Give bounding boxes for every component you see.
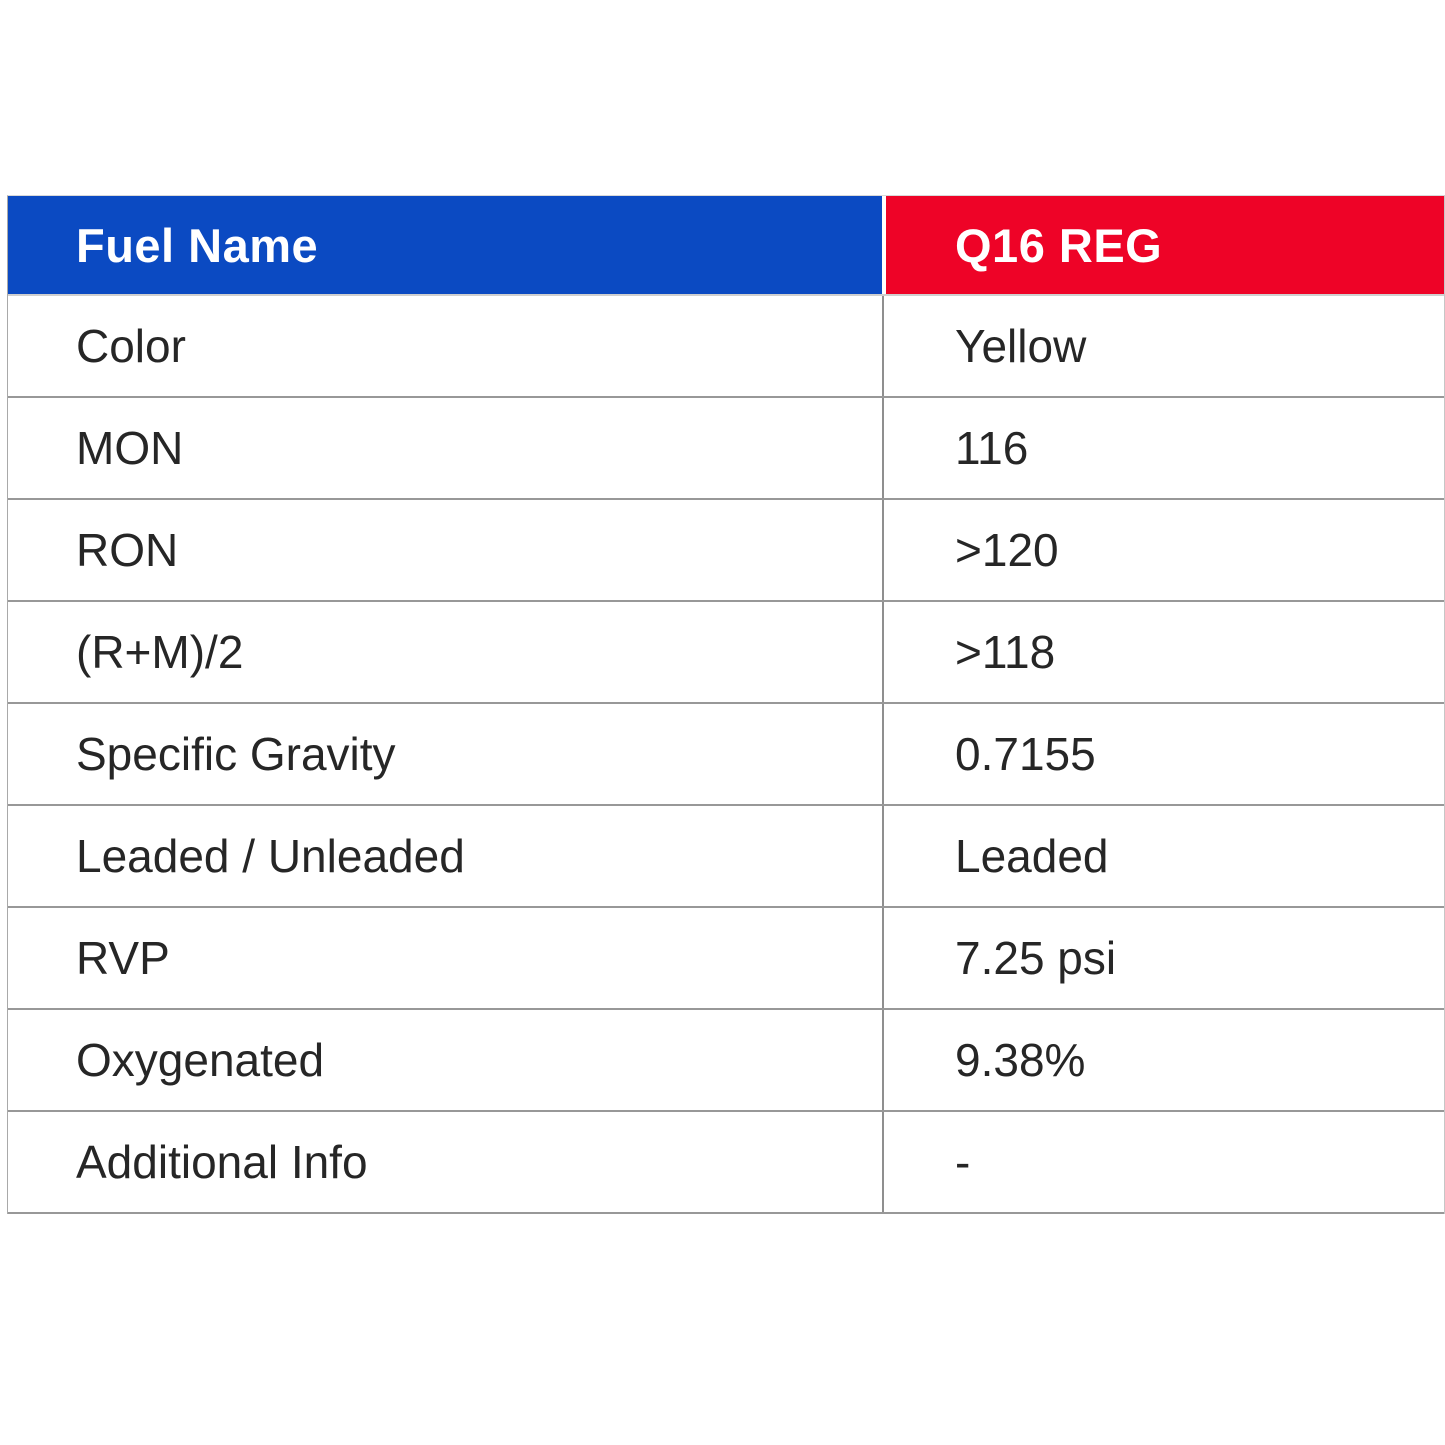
table-row: Additional Info -: [8, 1112, 1444, 1214]
table-row: (R+M)/2 >118: [8, 602, 1444, 704]
row-label: Oxygenated: [76, 1034, 325, 1086]
header-cell-fuel-name: Fuel Name: [8, 196, 882, 294]
row-label: (R+M)/2: [76, 626, 244, 678]
row-value: 7.25 psi: [955, 932, 1117, 984]
row-value: 0.7155: [955, 728, 1096, 780]
row-label: Specific Gravity: [76, 728, 396, 780]
row-value: Yellow: [955, 320, 1087, 372]
row-value: Leaded: [955, 830, 1109, 882]
row-value: >118: [955, 626, 1056, 678]
table-header-row: Fuel Name Q16 REG: [8, 196, 1444, 296]
table-row: MON 116: [8, 398, 1444, 500]
row-label: RON: [76, 524, 179, 576]
row-label: Leaded / Unleaded: [76, 830, 465, 882]
header-cell-fuel-value: Q16 REG: [882, 196, 1444, 294]
table-row: Oxygenated 9.38%: [8, 1010, 1444, 1112]
row-label: Color: [76, 320, 186, 372]
fuel-spec-table: Fuel Name Q16 REG Color Yellow MON 116 R…: [7, 195, 1445, 1214]
table-row: RVP 7.25 psi: [8, 908, 1444, 1010]
row-value: -: [955, 1136, 971, 1188]
row-value: 9.38%: [955, 1034, 1086, 1086]
header-fuel-name-label: Fuel Name: [76, 218, 319, 272]
table-row: Leaded / Unleaded Leaded: [8, 806, 1444, 908]
row-label: MON: [76, 422, 184, 474]
header-fuel-value-label: Q16 REG: [955, 218, 1163, 272]
row-label: RVP: [76, 932, 170, 984]
table-row: Color Yellow: [8, 296, 1444, 398]
table-body: Color Yellow MON 116 RON >120 (R+M)/2 >1…: [8, 296, 1444, 1214]
row-value: 116: [955, 422, 1029, 474]
table-row: Specific Gravity 0.7155: [8, 704, 1444, 806]
table-row: RON >120: [8, 500, 1444, 602]
row-label: Additional Info: [76, 1136, 368, 1188]
row-value: >120: [955, 524, 1059, 576]
